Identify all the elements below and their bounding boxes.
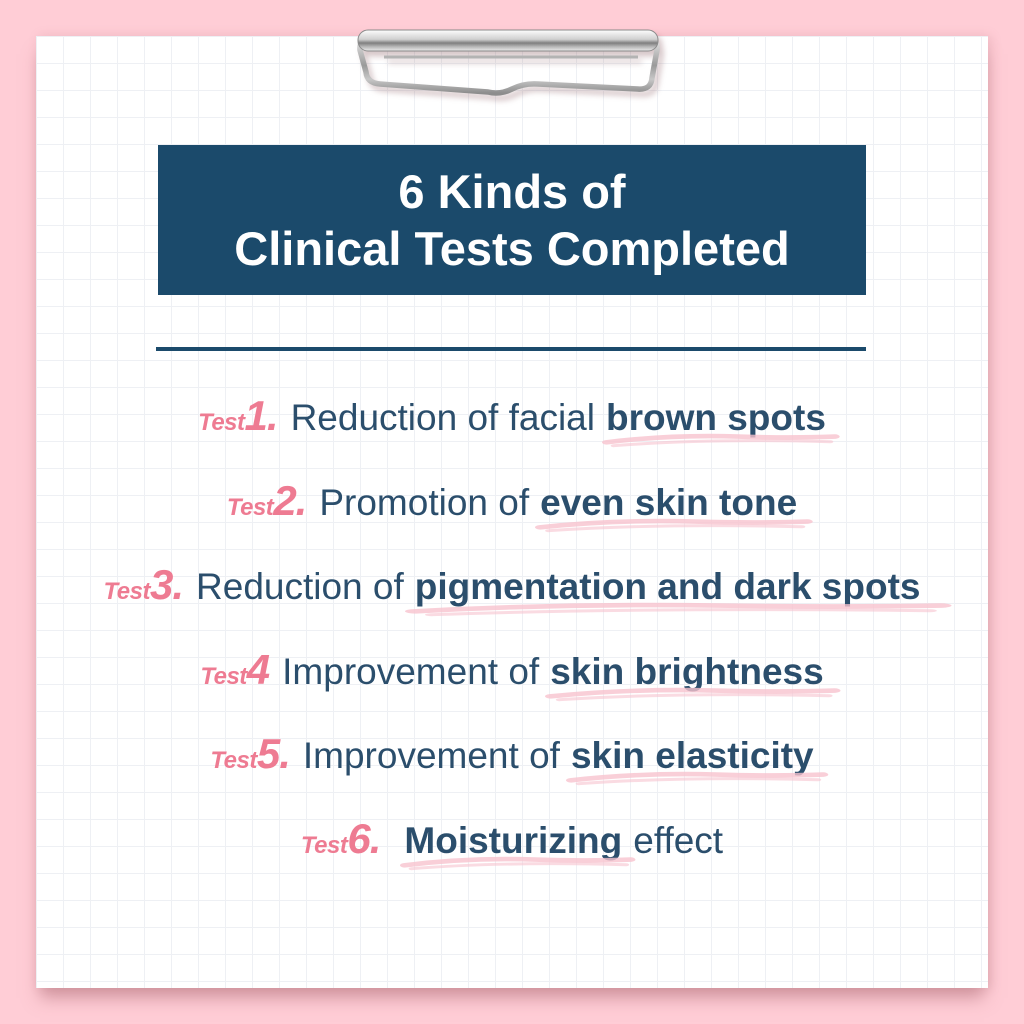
test-number: 2. (273, 477, 307, 524)
test-label: Test (300, 832, 348, 859)
test-bold-text: brown spots (605, 397, 826, 438)
test-text-normal: Promotion of (319, 482, 530, 523)
test-text-bold: brown spots (601, 397, 840, 448)
test-bold-text: skin elasticity (570, 735, 814, 776)
test-number: 4 (246, 646, 270, 693)
test-text-bold: pigmentation and dark spots (404, 566, 952, 617)
test-text-normal: Improvement of (302, 735, 560, 776)
test-row: Test 6. Moisturizing effect (36, 815, 988, 871)
clip-top-bar (357, 29, 659, 52)
test-text-bold: skin brightness (544, 651, 841, 702)
test-bold-text: skin brightness (550, 651, 824, 692)
title-divider (156, 347, 866, 351)
test-text-normal: Reduction of (196, 566, 404, 607)
test-label: Test (200, 663, 247, 690)
test-number: 6. (347, 815, 381, 862)
clip-wire (357, 35, 660, 96)
test-label: Test (198, 409, 245, 436)
test-row: Test 2. Promotion of even skin tone (36, 477, 988, 533)
test-text-bold: even skin tone (534, 482, 813, 533)
test-row: Test 3. Reduction of pigmentation and dar… (36, 561, 988, 617)
test-number: 1. (244, 392, 279, 439)
test-text-normal-after: effect (633, 820, 724, 861)
title-banner: 6 Kinds of Clinical Tests Completed (158, 145, 866, 295)
test-text-bold: skin elasticity (566, 735, 829, 786)
test-bold-text: even skin tone (540, 482, 798, 523)
test-text-normal: Reduction of facial (290, 397, 595, 438)
title-line-2: Clinical Tests Completed (234, 222, 790, 275)
test-number: 5. (256, 730, 291, 777)
test-row: Test 4 Improvement of skin brightness (36, 646, 988, 702)
test-number: 3. (149, 561, 184, 608)
test-label: Test (226, 494, 274, 521)
test-row: Test 5. Improvement of skin elasticity (36, 730, 988, 786)
clipboard-clip (357, 29, 660, 96)
title-line-1: 6 Kinds of (398, 164, 626, 218)
test-row: Test 1. Reduction of facial brown spots (36, 392, 988, 448)
test-bold-text: Moisturizing (404, 820, 623, 861)
test-text-bold: Moisturizing (400, 820, 636, 871)
test-label: Test (210, 747, 257, 774)
test-text-normal: Improvement of (282, 651, 540, 692)
test-label: Test (103, 578, 151, 605)
test-bold-text: pigmentation and dark spots (414, 566, 921, 607)
